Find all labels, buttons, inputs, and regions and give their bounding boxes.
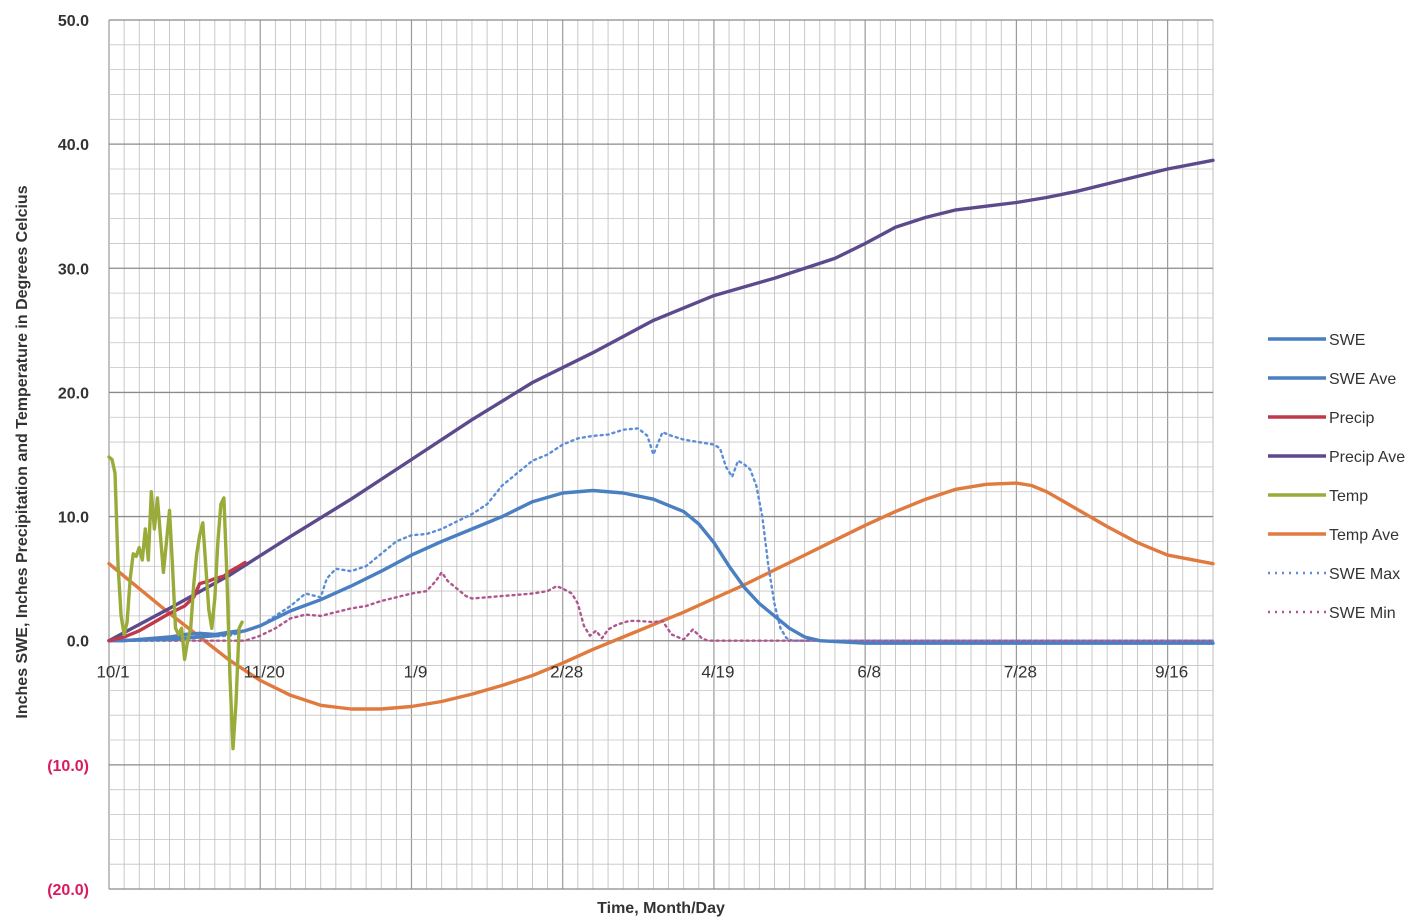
x-tick-label: 10/1 — [96, 663, 129, 682]
series-line-swe-min — [107, 571, 1215, 642]
series-line-swe-ave — [107, 488, 1215, 645]
y-tick-label: 10.0 — [58, 510, 89, 527]
x-axis-ticks: 10/1 11/20 1/9 2/28 4/19 6/8 7/28 9/16 — [96, 663, 1188, 682]
legend-item: Precip Ave — [1268, 449, 1405, 466]
series-line-precip — [107, 560, 247, 643]
x-tick-label: 4/19 — [701, 663, 734, 682]
x-tick-label: 9/16 — [1155, 663, 1188, 682]
y-axis-title: Inches SWE, Inches Precipitation and Tem… — [14, 185, 31, 718]
legend-item: Precip — [1268, 410, 1374, 427]
x-tick-label: 11/20 — [244, 663, 285, 682]
y-tick-label: (10.0) — [47, 758, 89, 775]
legend-label: Temp Ave — [1329, 527, 1399, 544]
legend-label: SWE Ave — [1329, 371, 1396, 388]
x-tick-label: 7/28 — [1004, 663, 1037, 682]
legend: SWE SWE Ave Precip Precip Ave Temp Temp Ave SW… — [1268, 332, 1405, 622]
x-tick-label: 6/8 — [857, 663, 881, 682]
x-axis-title: Time, Month/Day — [597, 900, 725, 917]
legend-item: SWE Min — [1268, 605, 1396, 622]
y-tick-label: (20.0) — [47, 882, 89, 899]
legend-label: SWE Min — [1329, 605, 1396, 622]
legend-item: Temp — [1268, 488, 1368, 505]
legend-item: SWE Max — [1268, 566, 1400, 583]
legend-label: SWE Max — [1329, 566, 1400, 583]
series-line-swe — [107, 629, 241, 643]
x-tick-label: 1/9 — [404, 663, 428, 682]
y-tick-label: 30.0 — [58, 261, 89, 278]
x-tick-label: 2/28 — [550, 663, 583, 682]
legend-label: SWE — [1329, 332, 1365, 349]
series-lines — [107, 158, 1215, 751]
series-line-temp — [107, 455, 244, 751]
series-line-swe-max — [107, 427, 1215, 642]
legend-item: SWE Ave — [1268, 371, 1396, 388]
legend-label: Temp — [1329, 488, 1368, 505]
y-tick-label: 20.0 — [58, 385, 89, 402]
y-axis-ticks: 50.0 40.0 30.0 20.0 10.0 0.0 (10.0) (20.0) — [47, 13, 89, 899]
gridlines — [108, 19, 1214, 890]
series-line-temp-ave — [107, 481, 1215, 711]
legend-item: SWE — [1268, 332, 1365, 349]
legend-label: Precip Ave — [1329, 449, 1405, 466]
legend-item: Temp Ave — [1268, 527, 1399, 544]
y-tick-label: 50.0 — [58, 13, 89, 30]
legend-label: Precip — [1329, 410, 1374, 427]
y-tick-label: 0.0 — [67, 634, 89, 651]
y-tick-label: 40.0 — [58, 137, 89, 154]
series-line-precip-ave — [107, 158, 1215, 643]
